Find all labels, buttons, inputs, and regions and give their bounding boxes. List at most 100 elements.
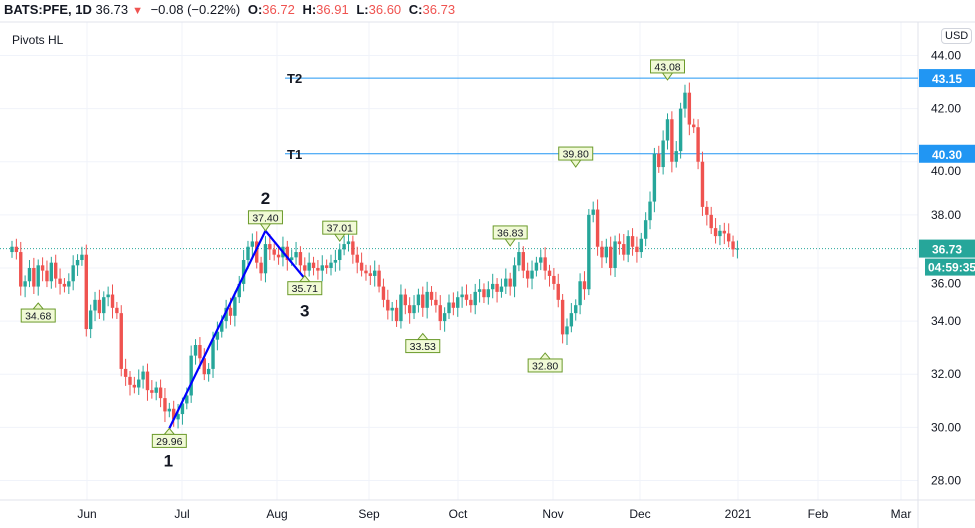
candle-up [574, 305, 578, 314]
candle-up [718, 230, 722, 237]
candle-up [67, 281, 71, 287]
candle-down [386, 299, 390, 311]
target-price-badge [919, 144, 975, 163]
candle-down [556, 283, 560, 300]
candle-up [220, 321, 224, 332]
pivot-label: 37.01 [327, 223, 353, 235]
candle-up [154, 387, 158, 393]
price-tick-label: 44.00 [931, 49, 961, 63]
candle-up [189, 355, 193, 396]
wave-label-2: 2 [261, 189, 270, 208]
candle-up [88, 310, 93, 330]
currency-button[interactable]: USD [941, 28, 973, 44]
time-tick-label: Oct [449, 507, 468, 521]
candle-up [237, 283, 241, 298]
candle-down [128, 376, 132, 385]
candle-down [617, 241, 622, 245]
candle-down [324, 265, 329, 268]
time-tick-label: Aug [266, 507, 287, 521]
pivot-label-box [322, 220, 358, 235]
last-price: 36.73 [95, 2, 129, 17]
candle-down [521, 252, 525, 271]
price-tick-label: 28.00 [931, 473, 961, 487]
candle-up [665, 119, 670, 141]
open-label: O: [247, 2, 263, 17]
candle-down [713, 228, 718, 237]
time-tick-label: Jul [174, 507, 189, 521]
candle-up [499, 286, 504, 292]
pivot-pointer [569, 159, 582, 168]
candle-down [32, 267, 36, 287]
pivot-label: 32.80 [532, 360, 558, 372]
pivot-label: 33.53 [410, 341, 436, 353]
candle-down [726, 233, 731, 242]
pivot-label-box [492, 225, 528, 240]
candle-down [298, 252, 303, 266]
candle-down [62, 283, 67, 287]
candle-down [630, 236, 635, 247]
candle-up [626, 236, 630, 255]
candle-up [652, 153, 657, 202]
candle-down [316, 267, 320, 271]
candle-down [228, 307, 233, 316]
wave-label-1: 1 [164, 451, 173, 470]
candle-down [40, 265, 45, 271]
candle-down [525, 270, 530, 279]
candle-up [456, 297, 460, 308]
indicator-title[interactable]: Pivots HL [12, 33, 64, 47]
candle-up [539, 257, 543, 263]
candle-up [75, 260, 80, 266]
candle-up [639, 238, 643, 253]
candle-down [705, 206, 709, 215]
candle-up [486, 289, 491, 298]
target-price-label: 43.15 [932, 72, 962, 86]
high-label: H: [302, 2, 317, 17]
candle-down [285, 246, 290, 261]
candle-down [608, 246, 613, 268]
candle-up [569, 313, 574, 327]
price-tick-label: 30.00 [931, 420, 961, 434]
candle-up [683, 92, 687, 109]
candle-down [600, 246, 604, 258]
candle-down [421, 294, 425, 308]
candle-up [289, 257, 294, 261]
candle-down [198, 345, 202, 359]
candle-up [206, 368, 211, 375]
symbol-name[interactable]: BATS:PFE, 1D [4, 2, 92, 17]
low-value: 36.60 [368, 2, 402, 17]
candle-up [71, 265, 75, 282]
pivot-label-box [558, 146, 594, 161]
price-tick-label: 36.00 [931, 277, 961, 291]
candle-up [180, 403, 185, 415]
candle-down [692, 124, 696, 128]
price-change: −0.08 (−0.22%) [150, 2, 241, 17]
candle-up [246, 246, 250, 261]
pivot-pointer [539, 352, 552, 360]
pivot-pointer [333, 233, 346, 243]
candle-up [416, 294, 421, 306]
pivot-label: 35.71 [292, 283, 318, 295]
candle-down [495, 283, 499, 292]
price-tick-label: 40.00 [931, 164, 961, 178]
candle-up [604, 246, 609, 258]
candle-up [678, 108, 683, 152]
candle-down [272, 249, 276, 255]
candle-down [351, 241, 355, 255]
candle-down [303, 265, 307, 271]
candle-up [241, 260, 246, 284]
candle-down [123, 368, 128, 377]
candle-down [119, 313, 123, 369]
wave-line [168, 228, 306, 429]
candle-down [543, 257, 547, 271]
candle-up [10, 246, 14, 253]
candle-up [613, 241, 617, 268]
candle-down [394, 307, 399, 322]
target-label-t2: T2 [287, 71, 302, 86]
candle-up [587, 214, 591, 290]
candle-up [412, 305, 416, 314]
candle-up [399, 294, 403, 322]
candle-up [373, 270, 377, 276]
candle-up [517, 252, 521, 266]
candle-up [36, 265, 40, 287]
